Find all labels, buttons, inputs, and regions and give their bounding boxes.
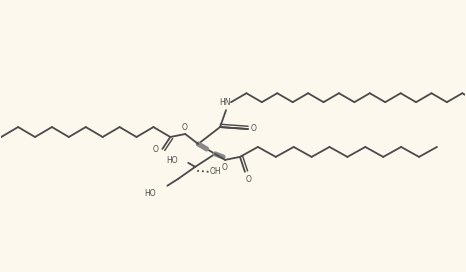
Text: O: O — [181, 122, 187, 132]
Text: O: O — [246, 175, 252, 184]
Text: HO: HO — [144, 189, 155, 198]
Text: O: O — [152, 146, 158, 154]
Text: O: O — [251, 123, 257, 132]
Text: O: O — [222, 163, 228, 172]
Text: HO: HO — [167, 156, 178, 165]
Text: HN: HN — [219, 98, 231, 107]
Text: OH: OH — [210, 167, 222, 176]
